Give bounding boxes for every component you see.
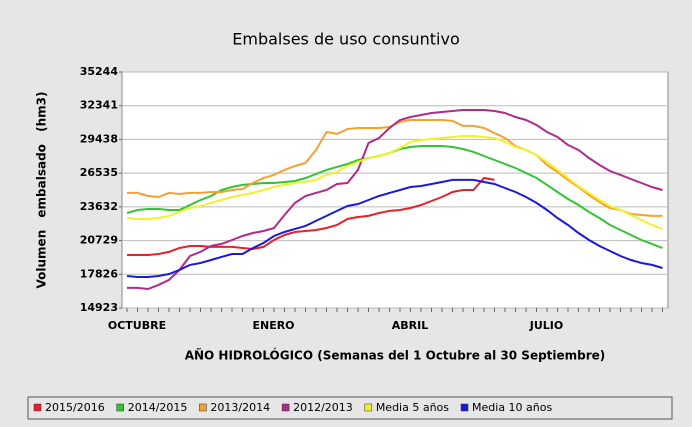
legend-label: Media 5 años	[376, 401, 449, 414]
legend-box	[27, 396, 673, 420]
legend-swatch	[364, 403, 373, 412]
x-tick-label: OCTUBRE	[108, 319, 166, 332]
legend-swatch	[116, 403, 124, 412]
y-tick-label: 14923	[80, 301, 118, 314]
legend-label: 2015/2016	[45, 401, 105, 414]
y-tick-label: 26535	[80, 166, 118, 179]
x-tick-label: ENERO	[252, 319, 294, 332]
chart-title: Embalses de uso consuntivo	[232, 30, 459, 49]
line-series	[127, 109, 663, 291]
y-tick-label: 32341	[80, 99, 118, 112]
plot-area	[121, 71, 669, 309]
line-series	[127, 176, 495, 256]
line-series	[126, 178, 663, 278]
y-tick-label: 23632	[80, 200, 118, 213]
legend-label: 2012/2013	[293, 401, 353, 414]
legend-label: 2013/2014	[210, 401, 270, 414]
legend-swatch	[281, 403, 290, 412]
x-tick-label: JULIO	[529, 319, 563, 332]
legend-swatch	[460, 403, 469, 412]
y-tick-label: 20729	[80, 234, 118, 247]
y-axis-label: Volumen embalsado (hm3)	[35, 92, 49, 289]
legend-swatch	[33, 403, 42, 412]
legend-label: 2014/2015	[128, 401, 188, 414]
y-tick-label: 29438	[80, 132, 118, 145]
y-tick-label: 35244	[80, 65, 119, 78]
line-series	[126, 135, 663, 230]
legend-swatch	[199, 403, 207, 412]
legend-label: Media 10 años	[472, 401, 552, 414]
x-axis-label: AÑO HIDROLÓGICO (Semanas del 1 Octubre a…	[185, 348, 606, 363]
x-tick-label: ABRIL	[392, 319, 428, 332]
y-tick-label: 17826	[80, 267, 119, 280]
